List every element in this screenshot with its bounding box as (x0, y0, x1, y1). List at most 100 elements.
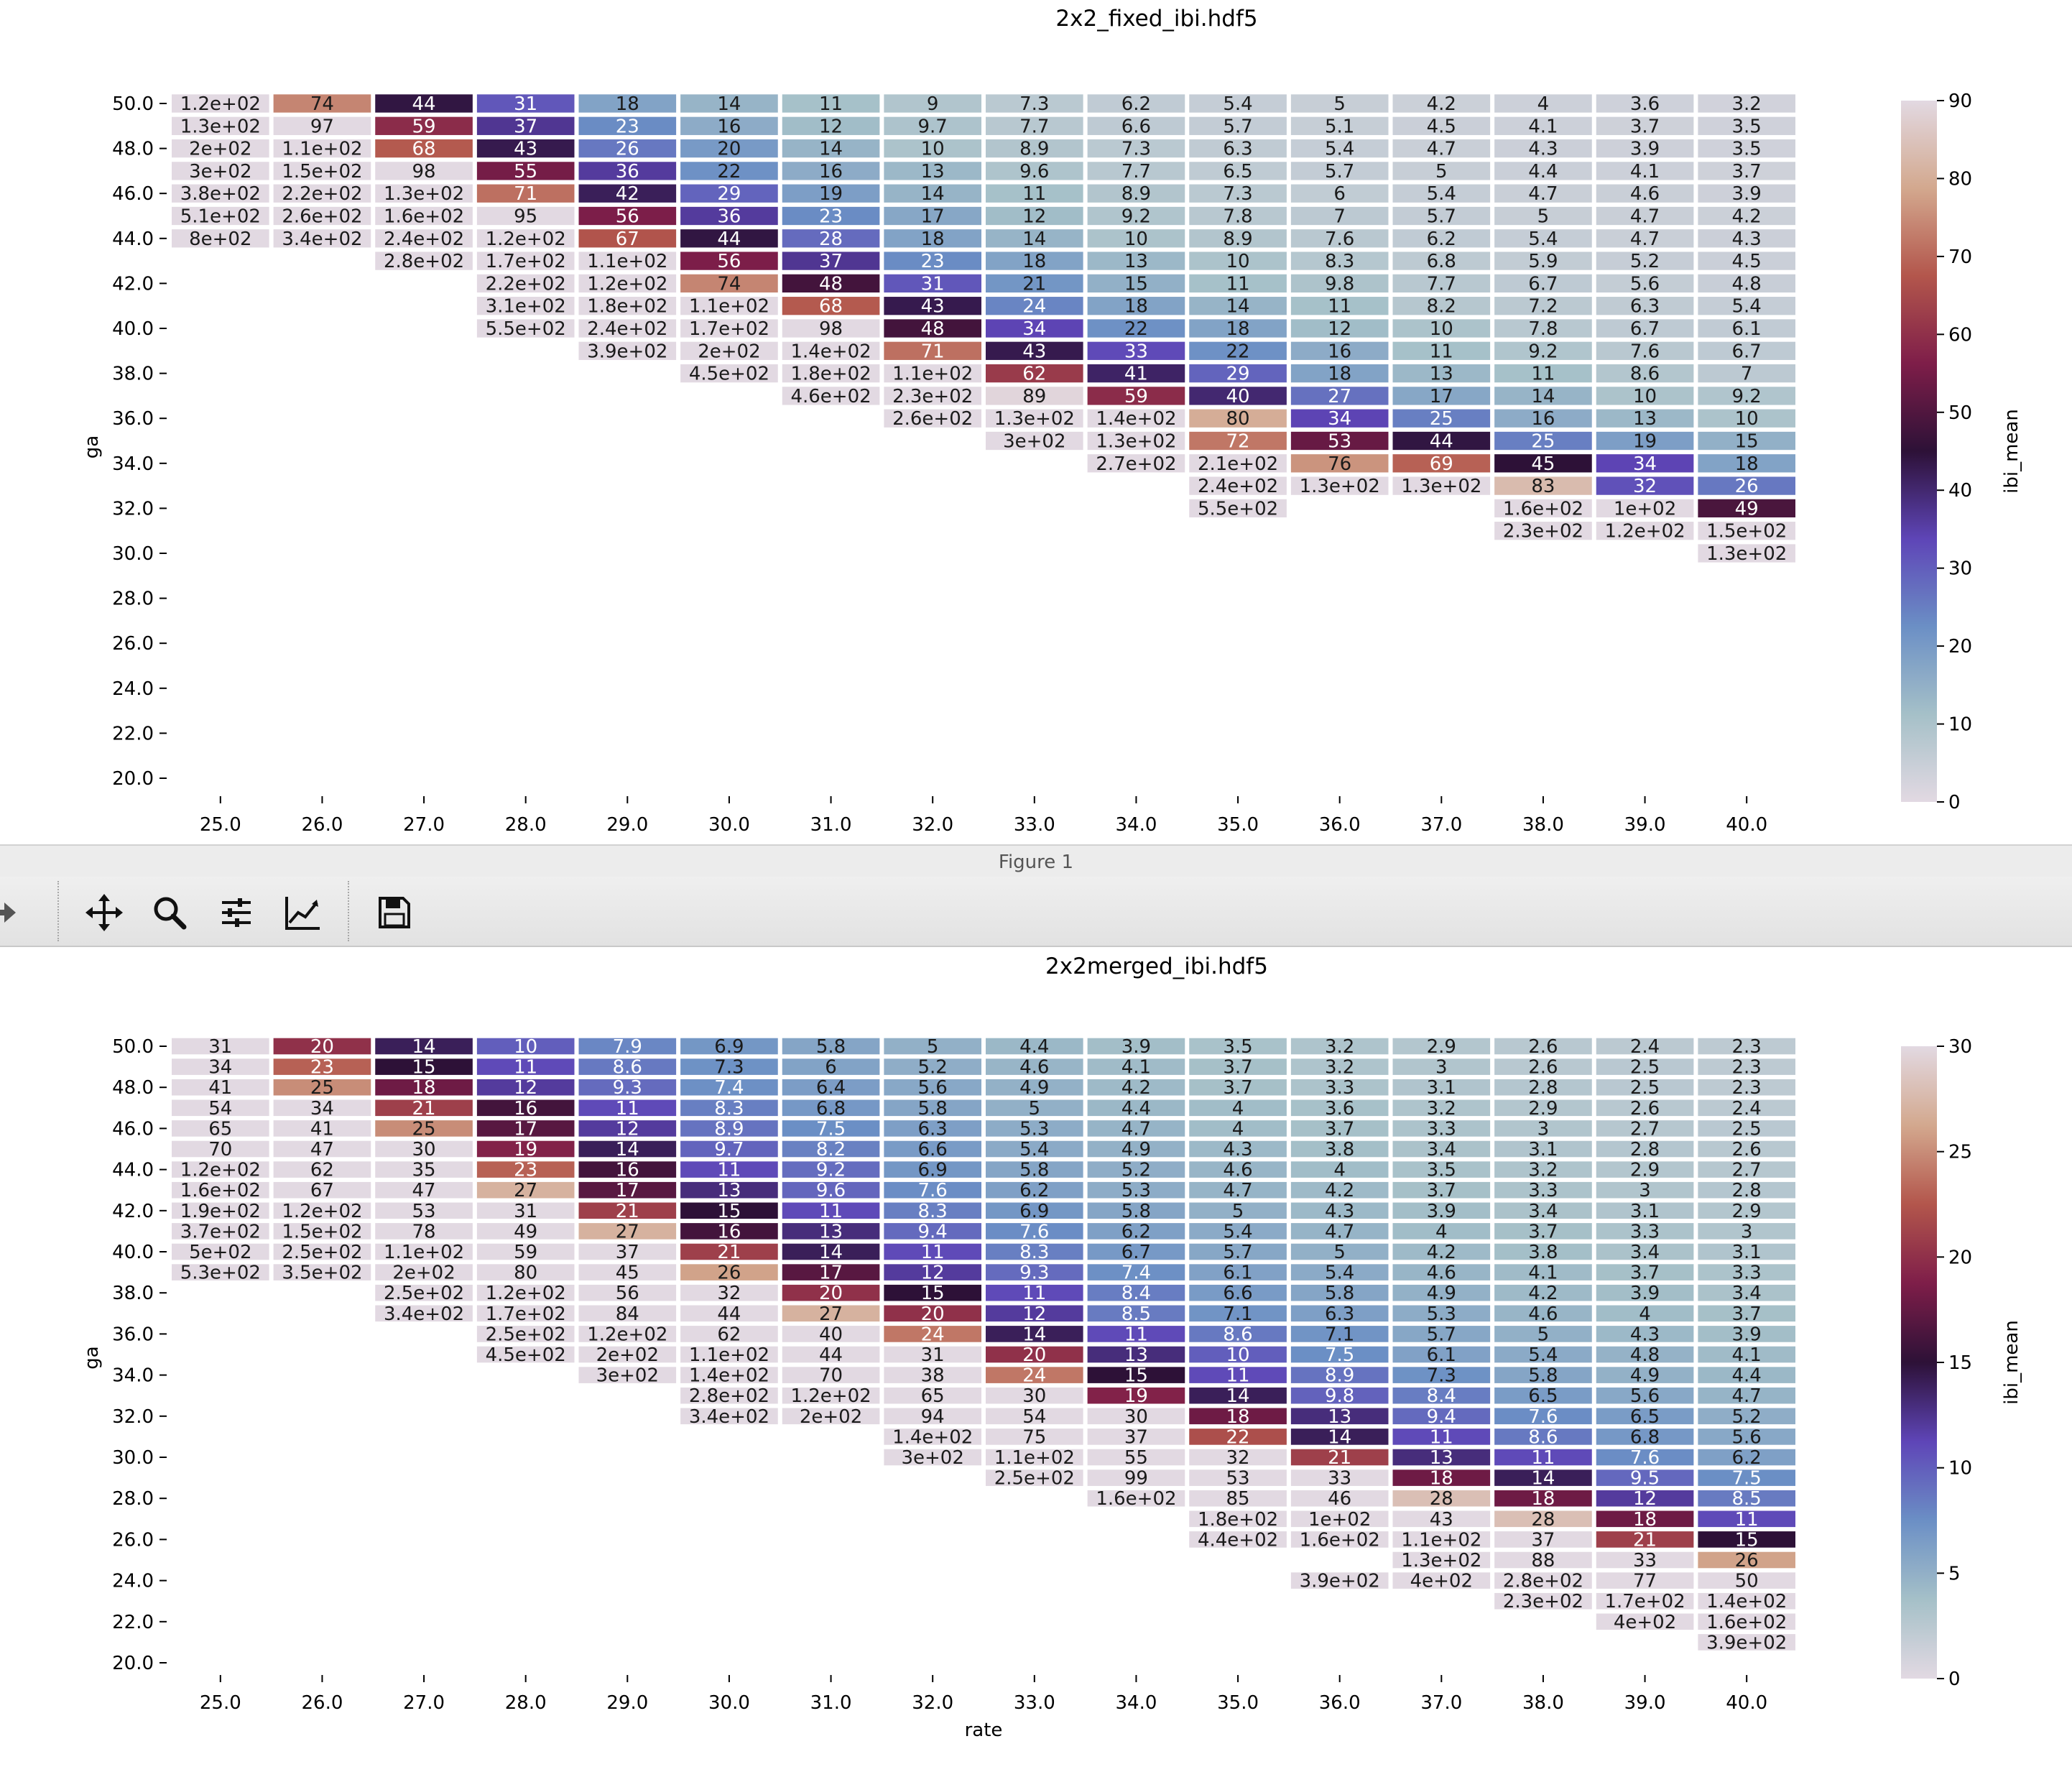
y-tick-label: 50.0 (112, 1036, 154, 1058)
heatmap-cell (1189, 454, 1287, 473)
cell-value-label: 27 (616, 1221, 639, 1242)
cell-value-label: 3e+02 (596, 1365, 659, 1387)
heatmap-cell (1698, 1592, 1795, 1610)
heatmap-cell (1189, 1243, 1287, 1260)
heatmap-cell (476, 184, 575, 203)
cell-value-label: 72 (1226, 431, 1250, 453)
cell-value-label: 6.2 (1019, 1180, 1049, 1201)
heatmap-cell (680, 1305, 778, 1322)
heatmap-cell (1596, 274, 1694, 293)
cell-value-label: 11 (1531, 1447, 1555, 1469)
forward-button[interactable] (0, 892, 23, 933)
heatmap-cell (884, 116, 981, 135)
heatmap-cell (1290, 94, 1389, 113)
heatmap-cell (1494, 162, 1592, 180)
heatmap-cell (680, 162, 778, 180)
cell-value-label: 5 (1029, 1098, 1041, 1120)
cell-value-label: 14 (819, 139, 843, 160)
colorbar-tick-label: 10 (1948, 1458, 1972, 1480)
cell-value-label: 3.9 (1732, 1324, 1762, 1345)
heatmap-cell (375, 1223, 473, 1240)
heatmap-cell (884, 1058, 981, 1075)
heatmap-cell (1698, 319, 1795, 338)
cell-value-label: 10 (1633, 386, 1657, 407)
heatmap-cell (375, 184, 473, 203)
cell-value-label: 30 (1124, 1406, 1148, 1428)
heatmap-cell (1698, 184, 1795, 203)
cell-value-label: 2.5 (1732, 1118, 1762, 1140)
heatmap-cell (1189, 1387, 1287, 1404)
cell-value-label: 4.7 (1528, 183, 1558, 205)
heatmap-cell (680, 1387, 778, 1404)
cell-value-label: 4.7 (1732, 1385, 1762, 1407)
heatmap-cell (476, 1346, 575, 1363)
heatmap-cell (1290, 1510, 1389, 1528)
cell-value-label: 4.2 (1121, 1077, 1151, 1099)
cell-value-label: 1.2e+02 (180, 93, 261, 115)
colorbar-label: ibi_mean (2001, 1320, 2022, 1405)
heatmap-cell (1698, 1161, 1795, 1178)
cell-value-label: 14 (1226, 1385, 1250, 1407)
heatmap-cell (1290, 1038, 1389, 1055)
heatmap-cell (1698, 1120, 1795, 1137)
cell-value-label: 13 (1430, 1447, 1453, 1469)
cell-value-label: 2e+02 (189, 139, 251, 160)
pan-button[interactable] (84, 892, 124, 933)
cell-value-label: 53 (1226, 1468, 1250, 1490)
cell-value-label: 4.9 (1019, 1077, 1049, 1099)
cell-value-label: 4e+02 (1614, 1612, 1676, 1633)
cell-value-label: 31 (514, 93, 537, 115)
cell-value-label: 2.7 (1732, 1160, 1762, 1181)
heatmap-cell (782, 1387, 880, 1404)
heatmap-cell (375, 1161, 473, 1178)
cell-value-label: 3.5e+02 (282, 1263, 362, 1284)
heatmap-cell (680, 274, 778, 293)
heatmap-cell (476, 1326, 575, 1342)
heatmap-cell (1596, 297, 1694, 315)
configure-subplots-button[interactable] (216, 892, 256, 933)
cell-value-label: 9.3 (613, 1077, 642, 1099)
heatmap-cell (476, 94, 575, 113)
cell-value-label: 18 (412, 1077, 436, 1099)
zoom-button[interactable] (149, 892, 190, 933)
cell-value-label: 1.1e+02 (384, 1242, 464, 1263)
heatmap-cell (884, 1079, 981, 1096)
heatmap-cell (782, 319, 880, 338)
heatmap-cell (476, 1079, 575, 1096)
save-button[interactable] (374, 892, 415, 933)
cell-value-label: 1.8e+02 (790, 364, 871, 385)
colorbar-tick-label: 20 (1948, 636, 1972, 657)
cell-value-label: 88 (1531, 1550, 1555, 1572)
window-title-bar[interactable]: Figure 1 (0, 844, 2072, 878)
colorbar-tick-label: 30 (1948, 1036, 1972, 1058)
cell-value-label: 99 (1124, 1468, 1148, 1490)
heatmap-cell (1392, 1429, 1491, 1445)
cell-value-label: 9.4 (918, 1221, 948, 1242)
cell-value-label: 5.7 (1427, 1324, 1456, 1345)
heatmap-cell (1189, 1181, 1287, 1199)
cell-value-label: 2.4e+02 (1198, 476, 1278, 497)
x-tick-label: 36.0 (1319, 1692, 1361, 1714)
cell-value-label: 22 (717, 161, 741, 183)
cell-value-label: 55 (1124, 1447, 1148, 1469)
heatmap-cell (172, 1161, 269, 1178)
heatmap-cell (172, 1140, 269, 1158)
y-tick-label: 24.0 (112, 1571, 154, 1592)
cell-value-label: 31 (921, 1344, 945, 1366)
cell-value-label: 1.6e+02 (384, 206, 464, 228)
heatmap-cell (986, 1367, 1083, 1383)
cell-value-label: 4 (1537, 93, 1550, 115)
heatmap-cell (1189, 1429, 1287, 1445)
heatmap-cell (884, 364, 981, 383)
cell-value-label: 74 (717, 273, 741, 295)
heatmap-cell (578, 252, 677, 270)
heatmap-cell (1392, 1510, 1491, 1528)
edit-axis-button[interactable] (282, 892, 323, 933)
x-tick-label: 35.0 (1217, 1692, 1259, 1714)
heatmap-cell (986, 1284, 1083, 1301)
cell-value-label: 2.2e+02 (486, 273, 566, 295)
heatmap-cell (884, 387, 981, 405)
cell-value-label: 6.4 (816, 1077, 846, 1099)
cell-value-label: 44 (1430, 431, 1453, 453)
heatmap-cell (1494, 522, 1592, 540)
